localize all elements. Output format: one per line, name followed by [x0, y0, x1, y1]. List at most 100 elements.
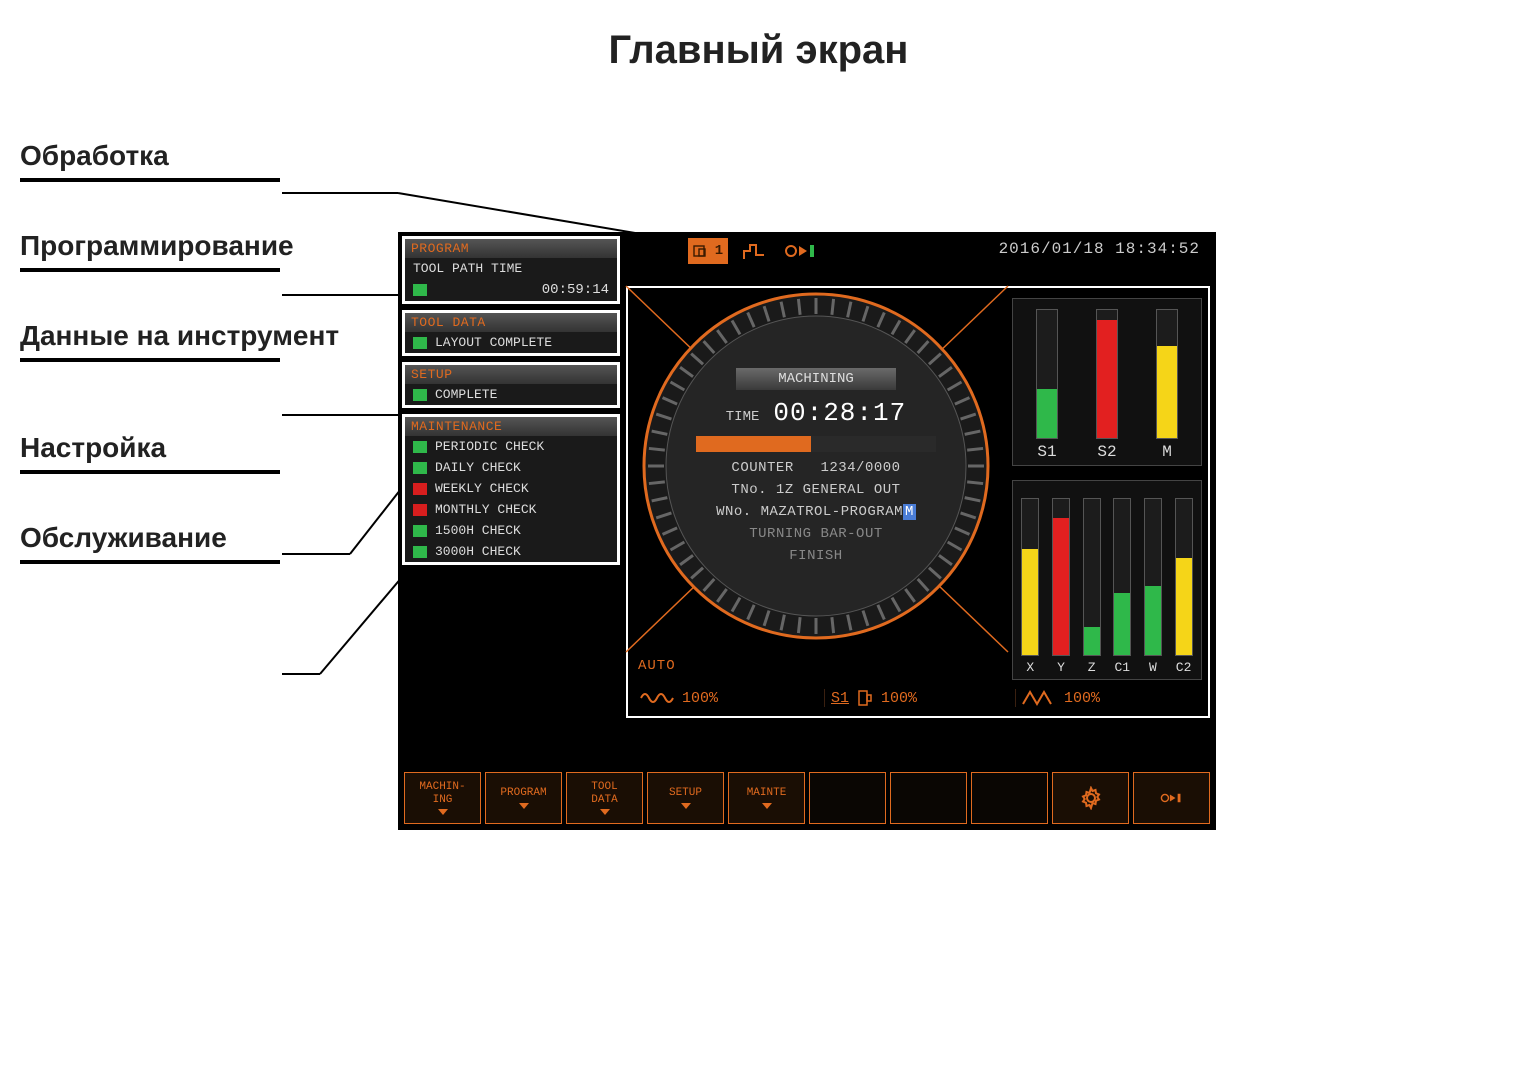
softkey-label: TOOLDATA: [591, 781, 617, 805]
softkey-label: MACHIN-ING: [419, 781, 465, 805]
rapid-pct: 100%: [1064, 690, 1100, 707]
bar-col: M: [1156, 309, 1178, 461]
machining-time-label: TIME: [726, 409, 760, 425]
bar-col: Y: [1052, 498, 1070, 675]
maintenance-led: [413, 462, 427, 474]
maintenance-label: 3000H CHECK: [435, 544, 521, 559]
label-tooldata: Данные на инструмент: [20, 320, 390, 352]
bar-fill: [1084, 627, 1100, 655]
spindle-label: S1: [831, 690, 849, 707]
graph-icon[interactable]: [734, 238, 774, 264]
softkey-settings[interactable]: [1052, 772, 1129, 824]
side-labels: Обработка Программирование Данные на инс…: [20, 140, 390, 612]
bar-slot: [1175, 498, 1193, 656]
maintenance-label: WEEKLY CHECK: [435, 481, 529, 496]
record-forward-icon[interactable]: [780, 238, 820, 264]
chevron-down-icon: [681, 803, 691, 809]
mach-line4: FINISH: [676, 548, 956, 564]
softkey-program[interactable]: PROGRAM: [485, 772, 562, 824]
panel-tooldata[interactable]: TOOL DATA LAYOUT COMPLETE: [402, 310, 620, 356]
label-programming: Программирование: [20, 230, 390, 262]
bar-fill: [1097, 320, 1117, 438]
chevron-down-icon: [762, 803, 772, 809]
machining-title: MACHINING: [736, 368, 896, 390]
machining-time-value: 00:28:17: [773, 398, 906, 428]
bar-slot: [1083, 498, 1101, 656]
maintenance-item[interactable]: 1500H CHECK: [405, 520, 617, 541]
maintenance-item[interactable]: DAILY CHECK: [405, 457, 617, 478]
softkey-label: MAINTE: [747, 787, 787, 799]
bar-slot: [1052, 498, 1070, 656]
datetime: 2016/01/18 18:34:52: [999, 240, 1200, 258]
machining-dial: MACHINING TIME 00:28:17 COUNTER 1234/000…: [638, 288, 994, 644]
tno-line: TNo. 1Z GENERAL OUT: [676, 482, 956, 498]
bar-fill: [1053, 518, 1069, 655]
softkey-setup[interactable]: SETUP: [647, 772, 724, 824]
spindle-load-bars: S1 S2 M: [1012, 298, 1202, 466]
spindle-badge-icon[interactable]: 1: [688, 238, 728, 264]
maintenance-led: [413, 441, 427, 453]
transfer-icon: [1160, 786, 1184, 810]
maintenance-label: PERIODIC CHECK: [435, 439, 544, 454]
bar-col: X: [1021, 498, 1039, 675]
bar-label: C2: [1176, 660, 1192, 675]
bar-col: C2: [1175, 498, 1193, 675]
feed-override[interactable]: 100%: [634, 689, 825, 707]
panel-setup[interactable]: SETUP COMPLETE: [402, 362, 620, 408]
bar-label: X: [1026, 660, 1034, 675]
axis-load-bars: X Y Z C1 W C2: [1012, 480, 1202, 680]
feed-pct: 100%: [682, 690, 718, 707]
bar-label: W: [1149, 660, 1157, 675]
machining-progress: [696, 436, 936, 452]
program-time: 00:59:14: [435, 282, 609, 298]
rapid-override[interactable]: 100%: [1016, 689, 1206, 707]
bar-slot: [1156, 309, 1178, 439]
program-led: [413, 284, 427, 296]
bar-col: Z: [1083, 498, 1101, 675]
tooldata-status: LAYOUT COMPLETE: [435, 335, 552, 350]
zigzag-icon: [1022, 689, 1056, 707]
panel-maintenance[interactable]: MAINTENANCE PERIODIC CHECK DAILY CHECK WEE…: [402, 414, 620, 565]
spindle-icon: [857, 689, 873, 707]
softkey-row: MACHIN-ING PROGRAM TOOLDATA SETUP MAINTE: [398, 772, 1216, 824]
maintenance-led: [413, 504, 427, 516]
bar-label: C1: [1114, 660, 1130, 675]
label-setup: Настройка: [20, 432, 390, 464]
panel-program[interactable]: PROGRAM TOOL PATH TIME 00:59:14: [402, 236, 620, 304]
bar-fill: [1157, 346, 1177, 438]
maintenance-item[interactable]: WEEKLY CHECK: [405, 478, 617, 499]
label-machining: Обработка: [20, 140, 390, 172]
bar-label: Y: [1057, 660, 1065, 675]
maintenance-item[interactable]: PERIODIC CHECK: [405, 436, 617, 457]
bar-fill: [1114, 593, 1130, 655]
softkey-machin-ing[interactable]: MACHIN-ING: [404, 772, 481, 824]
bar-label: Z: [1088, 660, 1096, 675]
bar-fill: [1022, 549, 1038, 655]
maintenance-led: [413, 483, 427, 495]
bar-slot: [1144, 498, 1162, 656]
bar-label: M: [1162, 443, 1172, 461]
softkey-transfer[interactable]: [1133, 772, 1210, 824]
wno-cursor: M: [903, 504, 916, 520]
auto-label: AUTO: [638, 658, 676, 674]
panel-maintenance-title: MAINTENANCE: [405, 417, 617, 436]
chevron-down-icon: [519, 803, 529, 809]
softkey-tool-data[interactable]: TOOLDATA: [566, 772, 643, 824]
maintenance-item[interactable]: MONTHLY CHECK: [405, 499, 617, 520]
softkey-mainte[interactable]: MAINTE: [728, 772, 805, 824]
bar-slot: [1021, 498, 1039, 656]
maintenance-item[interactable]: 3000H CHECK: [405, 541, 617, 562]
label-maintenance: Обслуживание: [20, 522, 390, 554]
bar-label: S2: [1097, 443, 1116, 461]
bar-col: C1: [1113, 498, 1131, 675]
spindle-badge-value: 1: [715, 243, 723, 259]
softkey-empty: [890, 772, 967, 824]
bar-fill: [1176, 558, 1192, 655]
dial-content: MACHINING TIME 00:28:17 COUNTER 1234/000…: [676, 368, 956, 564]
setup-led: [413, 389, 427, 401]
spindle-pct: 100%: [881, 690, 917, 707]
spindle-override[interactable]: S1 100%: [825, 689, 1016, 707]
bar-col: S2: [1096, 309, 1118, 461]
softkey-label: SETUP: [669, 787, 702, 799]
bar-col: S1: [1036, 309, 1058, 461]
